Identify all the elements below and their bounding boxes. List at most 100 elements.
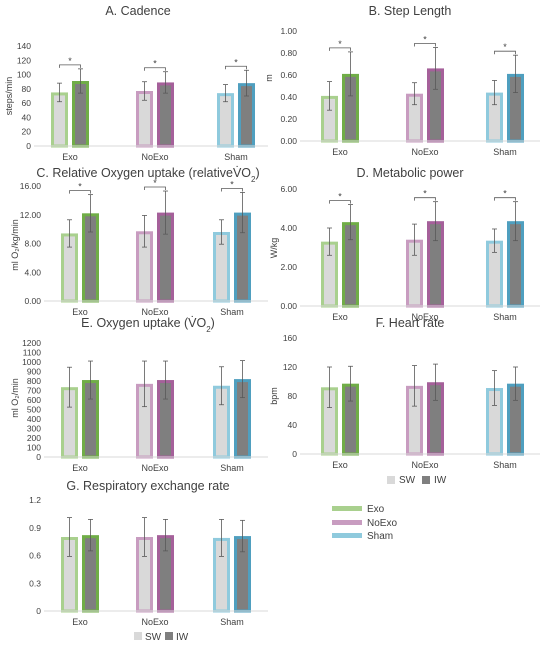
- panel-d-significance-bracket: [329, 200, 351, 204]
- panel-c-xtick-label: Sham: [220, 307, 244, 317]
- panel-f-ytick-label: 120: [283, 362, 297, 372]
- panel-g-xtick-label: NoExo: [141, 617, 168, 627]
- panel-d-significance-star: *: [503, 189, 507, 199]
- panel-b-significance-star: *: [338, 39, 342, 49]
- panel-g-x-ticks: Exo NoExo Sham: [72, 617, 244, 627]
- legend-groups: Exo NoExo Sham: [332, 504, 397, 542]
- panel-a-y-ticks: 0 20 40 60 80 100 120 140: [17, 41, 31, 151]
- panel-a-xtick-label: NoExo: [141, 152, 168, 162]
- panel-a-ytick-label: 140: [17, 41, 31, 51]
- legend-exo-swatch: [332, 506, 362, 511]
- panel-a-significance-star: *: [153, 59, 157, 69]
- panel-b-ytick-label: 0.00: [280, 136, 297, 146]
- panel-a-ytick-label: 20: [22, 127, 32, 137]
- panel-d-significance-star: *: [423, 189, 427, 199]
- panel-f-xtick-label: NoExo: [411, 460, 438, 470]
- panel-a-ytick-label: 80: [22, 84, 32, 94]
- panel-f-ylabel: bpm: [269, 387, 279, 405]
- panel-d-metabolic-power: D. Metabolic power W/kg 0.00 2.00 4.00 6.00…: [269, 166, 540, 322]
- panel-c-x-ticks: Exo NoExo Sham: [72, 307, 244, 317]
- panel-a-significance-bracket: [225, 65, 247, 70]
- panel-e-ylabel: ml O₂/min: [10, 378, 20, 418]
- panel-e-title-main: E. Oxygen uptake (V̇O: [81, 316, 206, 330]
- panel-c-significance-bracket: [69, 190, 91, 194]
- panel-a-cadence: A. Cadence steps/min 020406080100120140 …: [4, 4, 268, 162]
- panel-c-significance-bracket: [144, 186, 166, 191]
- panel-g-respiratory-exchange-rate: G. Respiratory exchange rate 0 0.3 0.6 0.9 1…: [29, 479, 268, 627]
- panel-a-xtick-label: Exo: [62, 152, 78, 162]
- panel-b-step-length: B. Step Length m 0.00 0.20 0.40 0.60 0.80 1.0…: [264, 4, 540, 157]
- panel-b-xtick-label: Sham: [493, 147, 517, 157]
- panel-c-ytick-label: 12.00: [20, 210, 42, 220]
- panel-g-ytick-label: 0.6: [29, 551, 41, 561]
- panel-e-ytick-label: 100: [27, 443, 41, 453]
- panel-b-bars: * * *: [321, 35, 524, 143]
- panel-c-ytick-label: 4.00: [24, 267, 41, 277]
- panel-f-heart-rate: F. Heart rate bpm 0 40 80 120 160 Exo NoExo Sh…: [269, 316, 540, 470]
- panel-d-ytick-label: 4.00: [280, 223, 297, 233]
- panel-b-significance-bracket: [414, 43, 436, 47]
- panel-a-ytick-label: 40: [22, 112, 32, 122]
- panel-g-y-ticks: 0 0.3 0.6 0.9 1.2: [29, 495, 41, 616]
- panel-d-xtick-label: NoExo: [411, 312, 438, 322]
- panel-a-bar-sw-sham: [217, 93, 234, 148]
- panel-b-xtick-label: Exo: [332, 147, 348, 157]
- panel-a-significance-star: *: [234, 57, 238, 67]
- panel-e-xtick-label: NoExo: [141, 463, 168, 473]
- panel-d-ytick-label: 2.00: [280, 262, 297, 272]
- panel-g-title: G. Respiratory exchange rate: [66, 479, 229, 493]
- legend-noexo-swatch: [332, 520, 362, 525]
- panel-g-bars: [61, 517, 251, 613]
- panel-b-xtick-label: NoExo: [411, 147, 438, 157]
- panel-e-ytick-label: 0: [36, 452, 41, 462]
- panel-e-title: E. Oxygen uptake (V̇O2): [81, 316, 215, 334]
- legend-g-sw-swatch: [134, 632, 142, 640]
- panel-e-ytick-label: 1000: [22, 357, 41, 367]
- panel-e-title-end: ): [211, 316, 215, 330]
- panel-g-ytick-label: 1.2: [29, 495, 41, 505]
- panel-b-significance-bracket: [494, 50, 516, 55]
- panel-a-xtick-label: Sham: [224, 152, 248, 162]
- legend-exo-label: Exo: [367, 504, 385, 515]
- panel-e-ytick-label: 300: [27, 424, 41, 434]
- panel-c-title-main: C. Relative Oxygen uptake (relativeV̇O: [36, 166, 251, 180]
- panel-a-ytick-label: 100: [17, 70, 31, 80]
- panel-a-ytick-label: 0: [26, 141, 31, 151]
- panel-f-title: F. Heart rate: [376, 316, 445, 330]
- legend-noexo-label: NoExo: [367, 518, 397, 529]
- panel-c-significance-star: *: [153, 178, 157, 188]
- panel-f-ytick-label: 40: [288, 420, 298, 430]
- panel-e-ytick-label: 600: [27, 395, 41, 405]
- panel-d-ytick-label: 0.00: [280, 301, 297, 311]
- panel-e-ytick-label: 400: [27, 414, 41, 424]
- panel-f-ytick-label: 80: [288, 391, 298, 401]
- panel-c-title-sub: 2: [251, 175, 256, 184]
- legend-f-sw-label: SW: [399, 475, 416, 486]
- panel-d-y-ticks: 0.00 2.00 4.00 6.00: [280, 184, 297, 311]
- panel-b-ytick-label: 0.40: [280, 92, 297, 102]
- panel-e-bars: [61, 360, 251, 459]
- legend-sw-iw-g: SW IW: [134, 632, 189, 643]
- panel-c-ytick-label: 8.00: [24, 239, 41, 249]
- panel-e-ytick-label: 900: [27, 367, 41, 377]
- panel-e-ytick-label: 1100: [23, 348, 42, 358]
- panel-b-ylabel: m: [264, 74, 274, 82]
- legend-sham-label: Sham: [367, 531, 393, 542]
- panel-c-xtick-label: NoExo: [141, 307, 168, 317]
- panel-a-title: A. Cadence: [105, 4, 170, 18]
- panel-e-ytick-label: 500: [27, 405, 41, 415]
- panel-f-ytick-label: 160: [283, 333, 297, 343]
- legend-f-sw-swatch: [387, 476, 395, 484]
- panel-g-ytick-label: 0.3: [29, 578, 41, 588]
- panel-d-xtick-label: Sham: [493, 312, 517, 322]
- panel-f-ytick-label: 0: [292, 449, 297, 459]
- panel-b-significance-bracket: [329, 47, 351, 51]
- panel-a-ylabel: steps/min: [4, 77, 14, 116]
- legend-sham-swatch: [332, 533, 362, 538]
- panel-b-x-ticks: Exo NoExo Sham: [332, 147, 517, 157]
- panel-b-significance-star: *: [503, 42, 507, 52]
- panel-c-xtick-label: Exo: [72, 307, 88, 317]
- panel-b-ytick-label: 1.00: [280, 26, 297, 36]
- panel-d-x-ticks: Exo NoExo Sham: [332, 312, 517, 322]
